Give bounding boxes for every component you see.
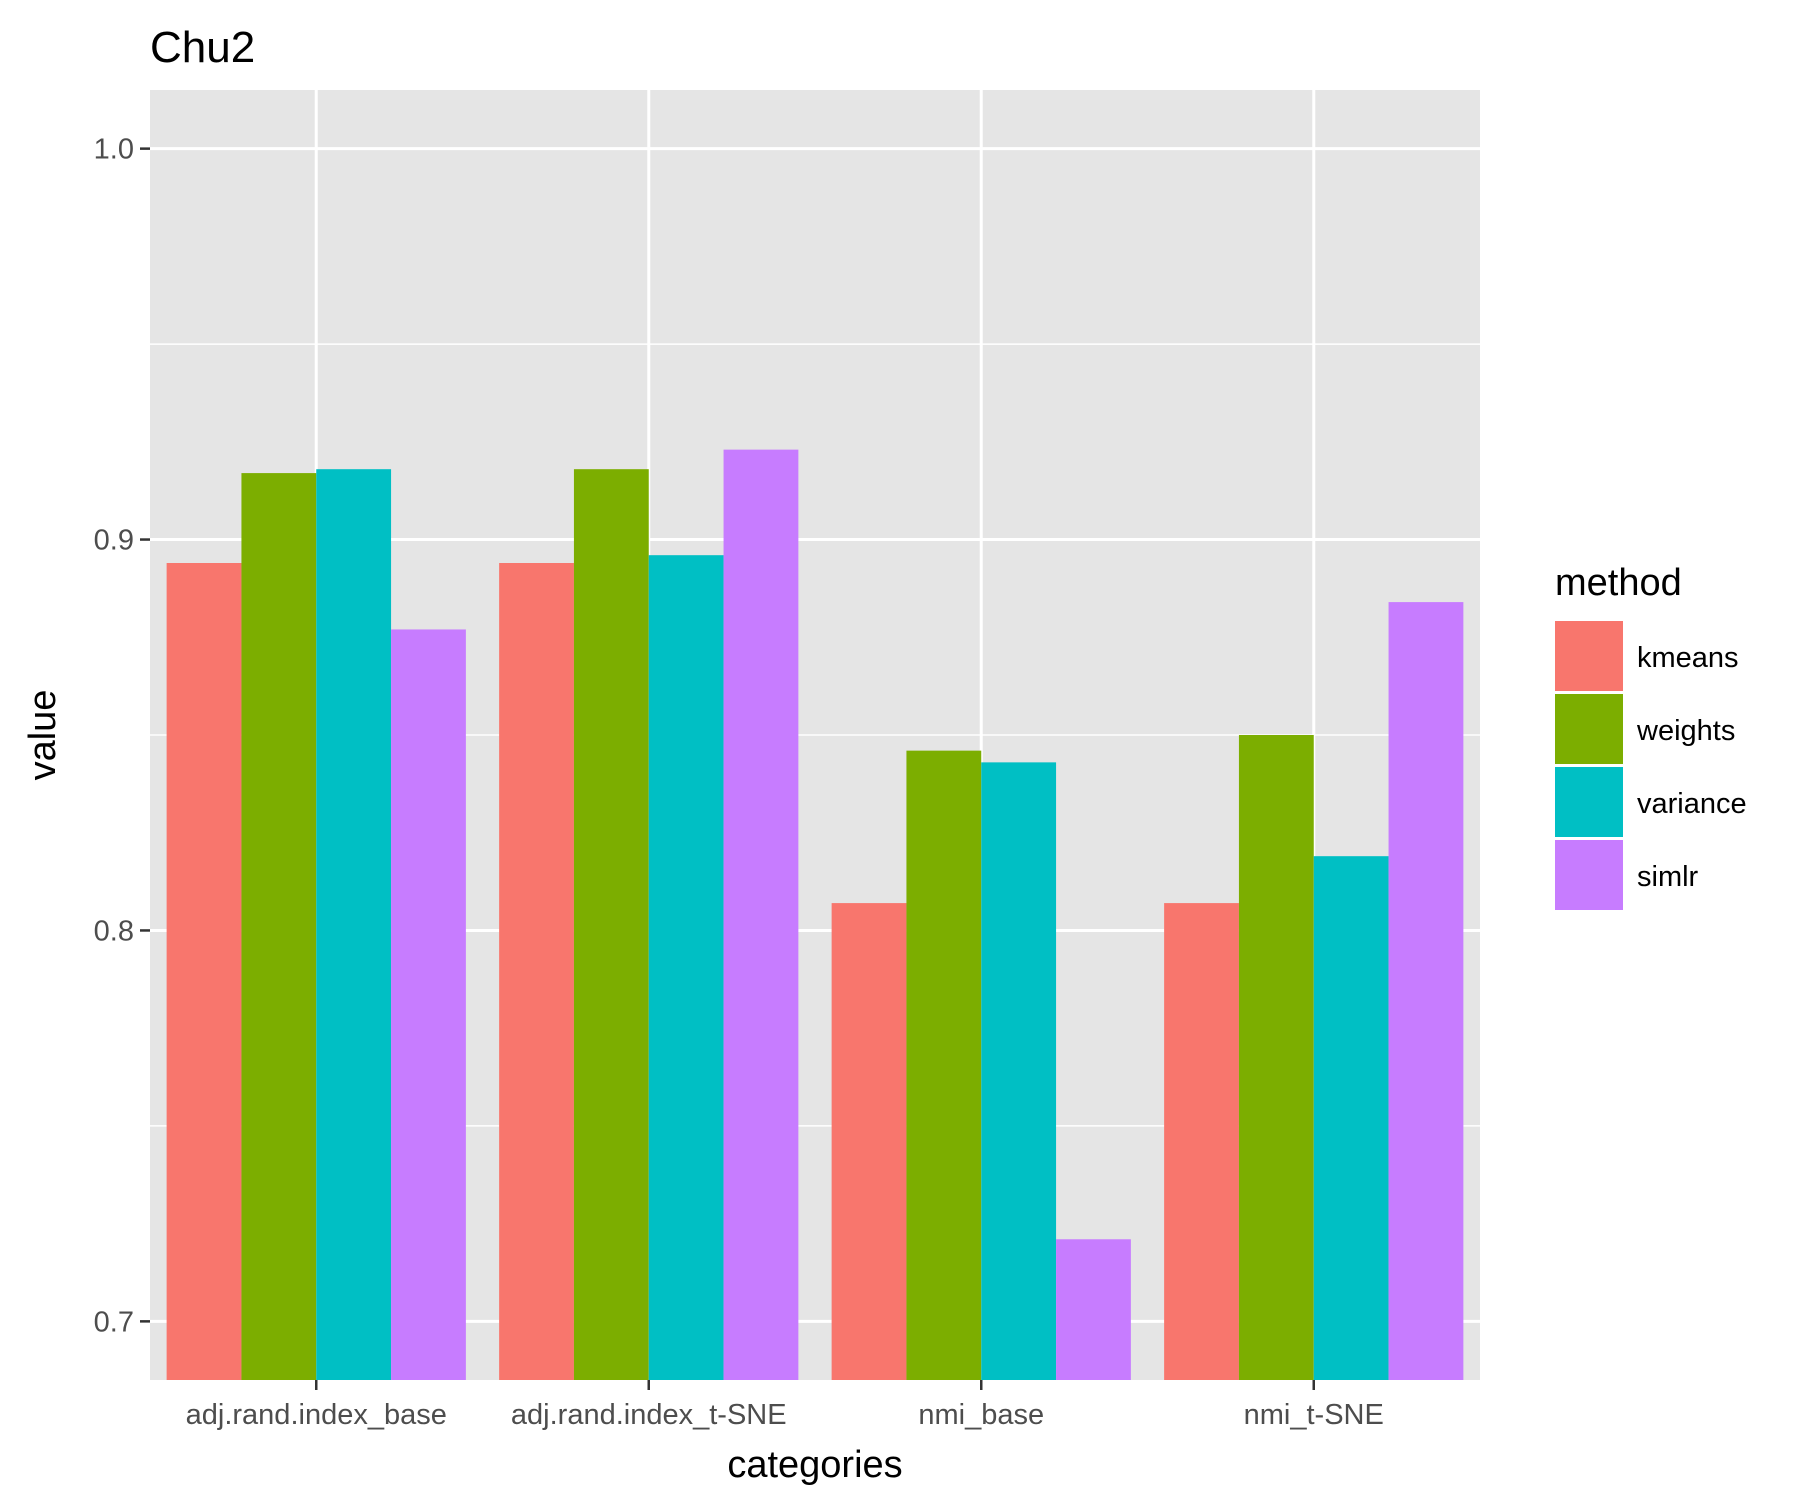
legend-label-weights: weights — [1636, 715, 1735, 747]
legend-key-simlr — [1555, 840, 1623, 910]
bar-weights-3 — [906, 750, 982, 1380]
bars — [166, 449, 1464, 1380]
y-axis-title: value — [22, 690, 64, 781]
legend-title: method — [1555, 562, 1682, 604]
bar-variance-1 — [316, 469, 392, 1380]
bar-kmeans-4 — [1164, 903, 1239, 1380]
bar-simlr-3 — [1056, 1239, 1131, 1380]
bar-kmeans-3 — [831, 903, 907, 1380]
x-axis-title: categories — [727, 1444, 902, 1486]
legend: method kmeans weights variance simlr — [1555, 562, 1747, 910]
x-tick-label: adj.rand.index_base — [186, 1399, 447, 1431]
x-tick-label: nmi_base — [918, 1399, 1044, 1431]
bar-variance-2 — [648, 555, 724, 1380]
bar-weights-2 — [573, 469, 649, 1380]
y-tick-label: 1.0 — [94, 134, 134, 166]
x-axis: adj.rand.index_base adj.rand.index_t-SNE n… — [186, 1380, 1384, 1431]
x-tick-label: nmi_t-SNE — [1244, 1399, 1384, 1431]
legend-label-variance: variance — [1637, 788, 1747, 820]
bar-simlr-4 — [1388, 602, 1464, 1380]
legend-key-weights — [1555, 694, 1623, 764]
legend-label-kmeans: kmeans — [1637, 642, 1739, 674]
bar-kmeans-2 — [499, 563, 574, 1380]
y-tick-label: 0.8 — [94, 915, 134, 947]
chart-title: Chu2 — [150, 23, 255, 72]
bar-variance-3 — [981, 762, 1057, 1380]
legend-key-variance — [1555, 767, 1623, 837]
legend-label-simlr: simlr — [1637, 861, 1699, 893]
y-axis: 0.7 0.8 0.9 1.0 — [94, 134, 150, 1338]
bar-simlr-1 — [391, 629, 466, 1380]
bar-weights-4 — [1238, 735, 1314, 1380]
legend-key-kmeans — [1555, 621, 1623, 691]
bar-variance-4 — [1313, 856, 1389, 1380]
bar-kmeans-1 — [166, 563, 242, 1380]
bar-weights-1 — [241, 473, 317, 1380]
y-tick-label: 0.7 — [94, 1306, 134, 1338]
bar-simlr-2 — [723, 449, 799, 1380]
x-tick-label: adj.rand.index_t-SNE — [511, 1399, 787, 1431]
y-tick-label: 0.9 — [94, 525, 134, 557]
